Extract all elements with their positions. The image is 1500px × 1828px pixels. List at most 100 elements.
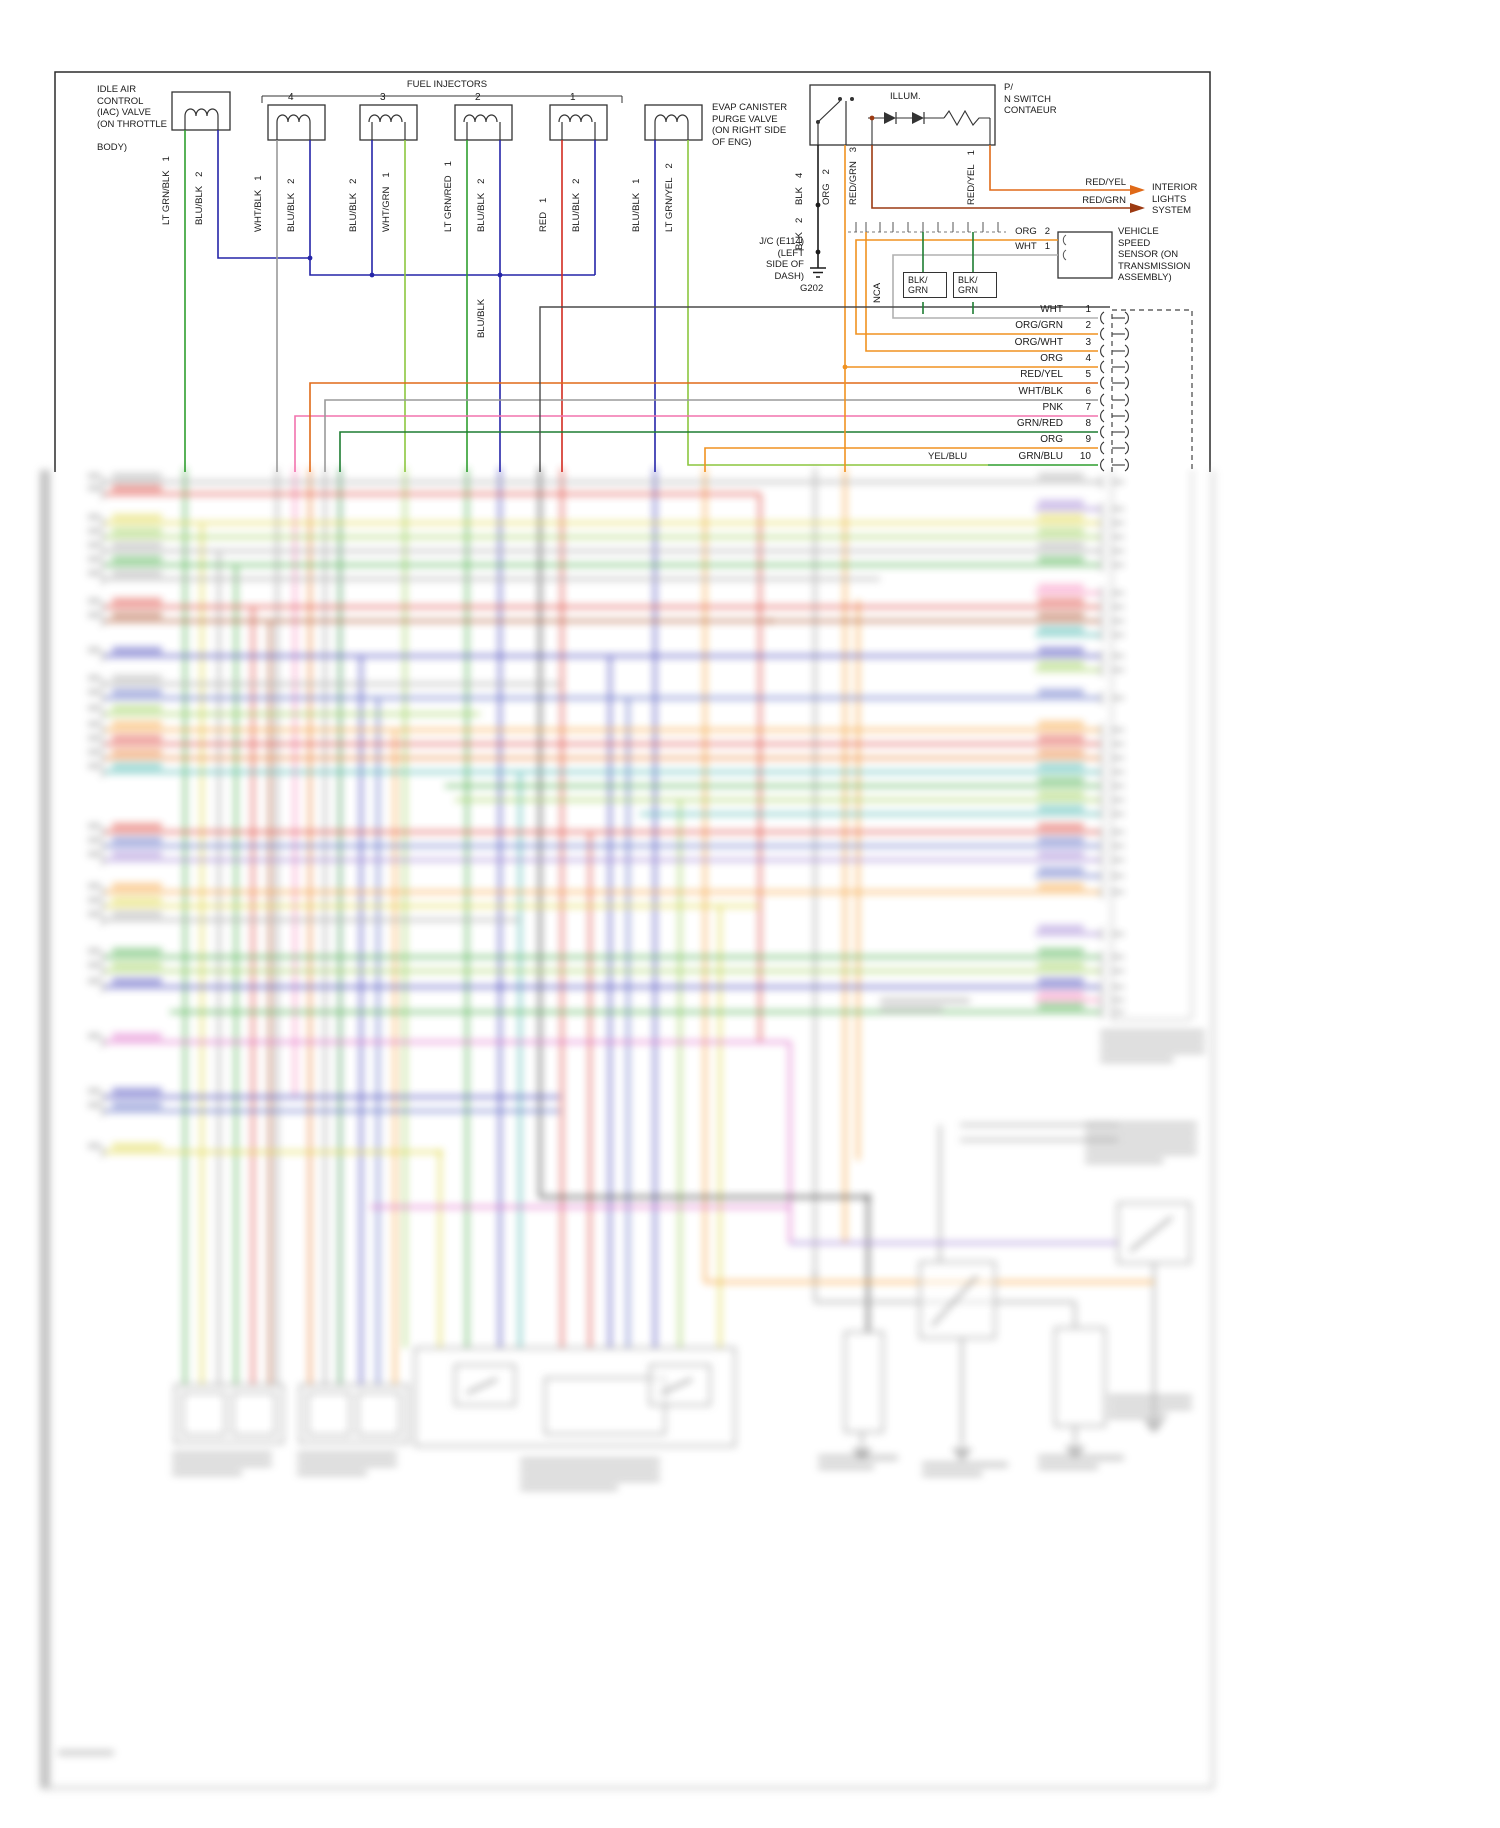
connector-clip-icon bbox=[100, 981, 105, 993]
blur-text bbox=[172, 1470, 242, 1476]
blur-text bbox=[1085, 1149, 1197, 1155]
blur-text bbox=[1108, 1395, 1192, 1401]
blur-label bbox=[1038, 473, 1084, 479]
blur-label bbox=[1038, 925, 1084, 931]
connector-clip-icon bbox=[100, 826, 105, 838]
connector-clip-icon bbox=[100, 951, 105, 963]
blur-label bbox=[1038, 612, 1084, 618]
blur-component-box bbox=[307, 1392, 351, 1436]
evap-label: EVAP CANISTER PURGE VALVE (ON RIGHT SIDE… bbox=[712, 102, 788, 148]
sheet-border bbox=[54, 71, 1211, 472]
diode-icon bbox=[884, 112, 896, 124]
pn-switch-box bbox=[809, 84, 996, 146]
ground-label-g202: G202 bbox=[800, 283, 824, 294]
injector-number: 1 bbox=[570, 92, 576, 103]
vertical-wire-label: LT GRN/BLK 1 bbox=[161, 156, 172, 225]
vertical-wire-label: BLU/BLK 2 bbox=[194, 171, 205, 225]
evap-coil-icon bbox=[654, 114, 689, 140]
blur-component-box bbox=[544, 1377, 666, 1435]
blur-pin-number bbox=[88, 598, 100, 604]
blur-text bbox=[1108, 1413, 1167, 1419]
blur-component-box bbox=[174, 1384, 284, 1444]
blur-pin-number bbox=[88, 1033, 100, 1039]
blur-component-box bbox=[919, 1261, 996, 1339]
blur-label bbox=[112, 735, 162, 741]
blur-label bbox=[1038, 689, 1084, 695]
blur-label bbox=[112, 1033, 162, 1039]
blur-text bbox=[880, 1007, 943, 1013]
blur-pin-number bbox=[88, 485, 100, 491]
ecm-pin-row: ORG/GRN 2 bbox=[1015, 320, 1091, 331]
blur-text bbox=[1100, 1057, 1174, 1063]
blur-pin-number bbox=[88, 948, 100, 954]
blur-label bbox=[1038, 948, 1084, 954]
connector-clip-icon bbox=[1100, 600, 1105, 614]
blur-label bbox=[112, 528, 162, 534]
blur-pin-number bbox=[88, 721, 100, 727]
blur-label bbox=[1038, 867, 1084, 873]
fuel-injectors-bracket bbox=[261, 95, 623, 103]
nca-label: NCA bbox=[872, 282, 883, 303]
injector-number: 2 bbox=[475, 92, 481, 103]
blur-text bbox=[1100, 1048, 1205, 1054]
blur-label bbox=[112, 1088, 162, 1094]
blur-pin-number bbox=[88, 749, 100, 755]
blur-pin-number bbox=[88, 647, 100, 653]
connector-clip-icon bbox=[100, 854, 105, 866]
vertical-wire-label: RED 1 bbox=[538, 197, 549, 232]
connector-clip-icon bbox=[1100, 980, 1105, 994]
connector-clip-icon bbox=[1100, 1005, 1105, 1019]
blur-label bbox=[112, 721, 162, 727]
blur-label bbox=[1038, 991, 1084, 997]
blur-label bbox=[112, 675, 162, 681]
connector-clip-icon bbox=[1124, 393, 1129, 407]
ecm-pin-row: WHT/BLK 6 bbox=[1018, 386, 1091, 397]
blur-label bbox=[1038, 763, 1084, 769]
blur-label bbox=[112, 962, 162, 968]
injector-coil-icon bbox=[276, 114, 311, 140]
iac-terminals bbox=[184, 116, 219, 130]
blur-label bbox=[112, 647, 162, 653]
blur-label bbox=[112, 570, 162, 576]
blur-label bbox=[1038, 584, 1084, 590]
blur-label bbox=[1038, 851, 1084, 857]
blur-label bbox=[1038, 777, 1084, 783]
blur-label bbox=[112, 851, 162, 857]
blur-label bbox=[1038, 528, 1084, 534]
connector-clip-icon bbox=[100, 650, 105, 662]
blur-component-box bbox=[182, 1392, 226, 1436]
connector-clip-icon bbox=[1100, 869, 1105, 883]
blur-pin-number bbox=[88, 897, 100, 903]
blur-pin-number bbox=[88, 1088, 100, 1094]
injector-2-box bbox=[454, 104, 513, 141]
blur-text bbox=[520, 1467, 660, 1473]
connector-clip-icon bbox=[100, 545, 105, 557]
injector-number: 3 bbox=[380, 92, 386, 103]
blur-label bbox=[112, 598, 162, 604]
connector-clip-icon bbox=[1100, 751, 1105, 765]
connector-clip-icon bbox=[1100, 793, 1105, 807]
blur-pin-number bbox=[88, 675, 100, 681]
connector-clip-icon bbox=[1100, 441, 1105, 455]
blur-pin-number bbox=[88, 735, 100, 741]
blur-label bbox=[1038, 721, 1084, 727]
illum-label: ILLUM. bbox=[890, 91, 921, 102]
connector-clip-icon bbox=[100, 900, 105, 912]
wire-label-red-yel: RED/YEL bbox=[1085, 177, 1126, 188]
connector-clip-icon bbox=[1100, 964, 1105, 978]
vertical-wire-label: WHT/BLK 1 bbox=[253, 175, 264, 232]
junction-dot bbox=[497, 984, 503, 990]
yel-blu-label: YEL/BLU bbox=[928, 451, 968, 462]
arrow-icon bbox=[1130, 203, 1145, 213]
injector-coil-icon bbox=[558, 114, 596, 140]
blur-pin-number bbox=[88, 542, 100, 548]
wire-segment bbox=[855, 239, 1098, 335]
blur-switch-blade bbox=[466, 1378, 498, 1394]
connector-clip-icon bbox=[100, 708, 105, 720]
vertical-wire-label: RED/YEL 1 bbox=[966, 150, 977, 205]
vss-pin-org: ORG 2 bbox=[1015, 226, 1050, 237]
blur-component-box bbox=[232, 1392, 276, 1436]
blur-label bbox=[1038, 556, 1084, 562]
connector-clip-icon bbox=[100, 1036, 105, 1048]
